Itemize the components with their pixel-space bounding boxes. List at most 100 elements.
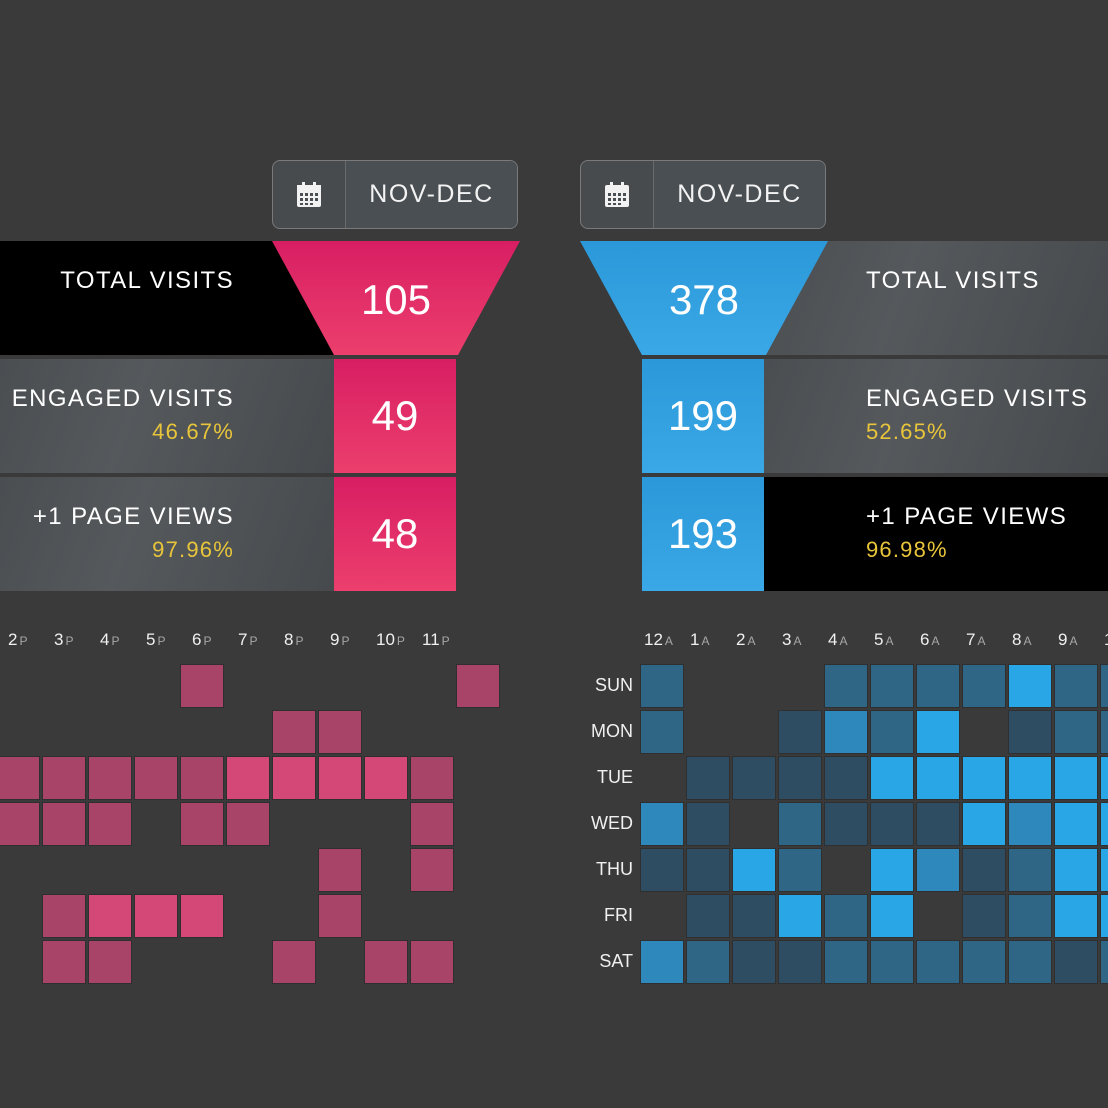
left-heatmap-cell[interactable] — [410, 848, 454, 892]
right-heatmap-cell[interactable] — [1100, 894, 1108, 938]
right-heatmap-cell[interactable] — [732, 894, 776, 938]
left-heatmap-cell[interactable] — [364, 756, 408, 800]
right-heatmap-cell[interactable] — [778, 710, 822, 754]
left-heatmap-cell[interactable] — [226, 756, 270, 800]
right-heatmap-cell[interactable] — [1054, 802, 1098, 846]
left-heatmap-cell[interactable] — [272, 940, 316, 984]
left-heatmap-cell[interactable] — [42, 940, 86, 984]
left-heatmap-cell[interactable] — [88, 756, 132, 800]
right-heatmap-cell[interactable] — [686, 802, 730, 846]
right-heatmap-cell[interactable] — [1054, 756, 1098, 800]
left-heatmap-cell[interactable] — [88, 894, 132, 938]
right-heatmap-cell[interactable] — [686, 940, 730, 984]
left-heatmap-cell[interactable] — [0, 756, 40, 800]
left-date-picker[interactable]: NOV-DEC — [272, 160, 518, 229]
right-heatmap-cell[interactable] — [916, 802, 960, 846]
right-heatmap-cell[interactable] — [962, 664, 1006, 708]
left-heatmap-cell[interactable] — [0, 802, 40, 846]
right-heatmap-cell[interactable] — [640, 710, 684, 754]
left-heatmap-cell[interactable] — [42, 756, 86, 800]
right-heatmap-cell[interactable] — [824, 802, 868, 846]
right-heatmap-cell[interactable] — [1100, 756, 1108, 800]
right-heatmap-cell[interactable] — [870, 894, 914, 938]
right-heatmap-cell[interactable] — [870, 710, 914, 754]
left-heatmap-cell[interactable] — [272, 756, 316, 800]
left-heatmap-cell[interactable] — [180, 756, 224, 800]
left-heatmap-cell[interactable] — [410, 802, 454, 846]
right-heatmap-cell[interactable] — [916, 710, 960, 754]
right-heatmap-cell[interactable] — [1054, 894, 1098, 938]
left-heatmap-cell[interactable] — [318, 848, 362, 892]
left-heatmap-cell[interactable] — [272, 710, 316, 754]
right-heatmap-cell[interactable] — [640, 940, 684, 984]
right-heatmap-cell[interactable] — [916, 940, 960, 984]
left-heatmap-cell[interactable] — [134, 894, 178, 938]
right-heatmap-cell[interactable] — [1008, 802, 1052, 846]
right-heatmap-cell[interactable] — [732, 756, 776, 800]
left-heatmap-cell[interactable] — [226, 802, 270, 846]
left-heatmap-cell[interactable] — [42, 802, 86, 846]
right-heatmap-cell[interactable] — [962, 802, 1006, 846]
right-heatmap-cell[interactable] — [1100, 940, 1108, 984]
right-heatmap-cell[interactable] — [870, 756, 914, 800]
right-heatmap-cell[interactable] — [916, 848, 960, 892]
right-heatmap-cell[interactable] — [1054, 710, 1098, 754]
right-heatmap-cell[interactable] — [1008, 940, 1052, 984]
right-heatmap-cell[interactable] — [870, 802, 914, 846]
right-heatmap-cell[interactable] — [962, 940, 1006, 984]
left-heatmap-cell[interactable] — [318, 710, 362, 754]
left-heatmap-cell[interactable] — [318, 756, 362, 800]
left-heatmap-cell[interactable] — [180, 802, 224, 846]
left-heatmap-cell[interactable] — [410, 940, 454, 984]
right-heatmap-cell[interactable] — [962, 894, 1006, 938]
right-heatmap-cell[interactable] — [686, 756, 730, 800]
right-date-picker[interactable]: NOV-DEC — [580, 160, 826, 229]
right-heatmap-cell[interactable] — [1008, 756, 1052, 800]
left-heatmap-cell[interactable] — [88, 802, 132, 846]
right-heatmap-cell[interactable] — [1008, 710, 1052, 754]
right-heatmap-cell[interactable] — [1100, 664, 1108, 708]
right-heatmap-cell[interactable] — [824, 940, 868, 984]
right-heatmap-cell[interactable] — [640, 664, 684, 708]
right-heatmap-cell[interactable] — [870, 940, 914, 984]
right-heatmap-cell[interactable] — [962, 756, 1006, 800]
right-heatmap-cell[interactable] — [778, 894, 822, 938]
right-heatmap-cell[interactable] — [686, 848, 730, 892]
right-heatmap-cell[interactable] — [732, 940, 776, 984]
right-heatmap-cell[interactable] — [778, 802, 822, 846]
right-heatmap-cell[interactable] — [824, 664, 868, 708]
right-heatmap-cell[interactable] — [916, 756, 960, 800]
right-heatmap-cell[interactable] — [640, 802, 684, 846]
right-heatmap-cell[interactable] — [824, 894, 868, 938]
left-heatmap-cell[interactable] — [410, 756, 454, 800]
left-heatmap-cell[interactable] — [456, 664, 500, 708]
left-heatmap-cell[interactable] — [180, 894, 224, 938]
right-heatmap-cell[interactable] — [778, 756, 822, 800]
right-heatmap-cell[interactable] — [824, 710, 868, 754]
right-heatmap-cell[interactable] — [1054, 848, 1098, 892]
right-heatmap-cell[interactable] — [778, 940, 822, 984]
left-heatmap-cell[interactable] — [364, 940, 408, 984]
right-heatmap-cell[interactable] — [1054, 940, 1098, 984]
right-heatmap-cell[interactable] — [640, 848, 684, 892]
right-heatmap-cell[interactable] — [1100, 848, 1108, 892]
right-heatmap-cell[interactable] — [916, 664, 960, 708]
left-heatmap-cell[interactable] — [88, 940, 132, 984]
right-heatmap-cell[interactable] — [778, 848, 822, 892]
left-heatmap-cell[interactable] — [318, 894, 362, 938]
right-heatmap-cell[interactable] — [686, 894, 730, 938]
right-heatmap-cell[interactable] — [1008, 894, 1052, 938]
left-heatmap-cell[interactable] — [42, 894, 86, 938]
right-heatmap-cell[interactable] — [870, 848, 914, 892]
left-heatmap-cell[interactable] — [180, 664, 224, 708]
right-heatmap-cell[interactable] — [732, 848, 776, 892]
right-heatmap-cell[interactable] — [1008, 664, 1052, 708]
right-heatmap-cell[interactable] — [870, 664, 914, 708]
right-heatmap-cell[interactable] — [1008, 848, 1052, 892]
right-heatmap-cell[interactable] — [824, 756, 868, 800]
right-heatmap-cell[interactable] — [1054, 664, 1098, 708]
left-heatmap-cell[interactable] — [134, 756, 178, 800]
right-heatmap-cell[interactable] — [1100, 710, 1108, 754]
right-heatmap-cell[interactable] — [1100, 802, 1108, 846]
right-heatmap-cell[interactable] — [962, 848, 1006, 892]
